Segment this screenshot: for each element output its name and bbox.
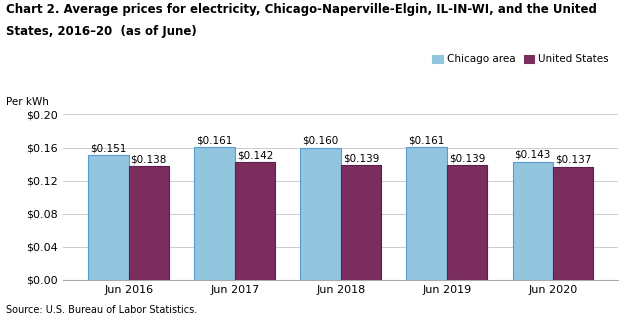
Text: $0.142: $0.142 <box>237 151 273 161</box>
Bar <box>194 147 235 280</box>
Text: $0.143: $0.143 <box>514 150 551 160</box>
Bar <box>129 166 169 280</box>
Text: Source: U.S. Bureau of Labor Statistics.: Source: U.S. Bureau of Labor Statistics. <box>6 305 198 315</box>
Text: $0.151: $0.151 <box>90 143 127 153</box>
Bar <box>341 165 381 280</box>
Text: Chart 2. Average prices for electricity, Chicago-Naperville-Elgin, IL-IN-WI, and: Chart 2. Average prices for electricity,… <box>6 3 597 16</box>
Legend: Chicago area, United States: Chicago area, United States <box>428 50 613 69</box>
Bar <box>88 155 129 280</box>
Bar <box>512 162 553 280</box>
Bar <box>235 162 275 280</box>
Bar <box>553 167 593 280</box>
Text: $0.139: $0.139 <box>343 153 379 163</box>
Text: States, 2016–20  (as of June): States, 2016–20 (as of June) <box>6 25 197 38</box>
Bar <box>406 147 447 280</box>
Text: $0.161: $0.161 <box>196 135 233 145</box>
Text: $0.160: $0.160 <box>302 136 339 146</box>
Text: $0.139: $0.139 <box>449 153 485 163</box>
Text: Per kWh: Per kWh <box>6 97 49 107</box>
Bar <box>447 165 487 280</box>
Text: $0.161: $0.161 <box>408 135 445 145</box>
Bar <box>300 148 341 280</box>
Text: $0.137: $0.137 <box>555 155 591 165</box>
Text: $0.138: $0.138 <box>131 154 167 164</box>
